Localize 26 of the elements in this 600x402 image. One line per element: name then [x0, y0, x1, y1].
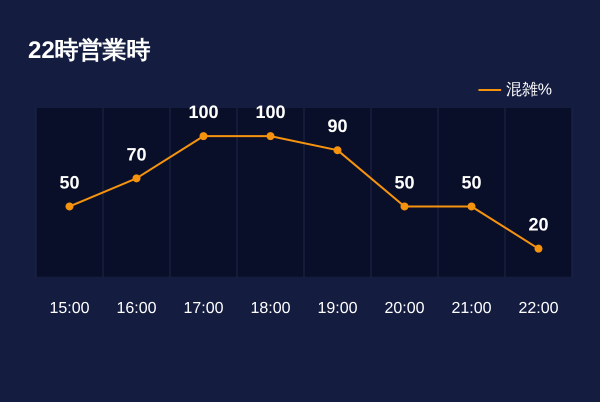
x-tick-label: 16:00	[116, 300, 157, 317]
x-tick-label: 21:00	[451, 300, 492, 317]
point	[334, 146, 342, 154]
point	[266, 132, 274, 140]
point	[66, 202, 74, 210]
point	[132, 174, 140, 182]
data-label: 20	[528, 214, 549, 235]
chart-title: 22時営業時	[28, 36, 151, 66]
x-tick-label: 19:00	[317, 300, 358, 317]
data-label: 50	[394, 172, 415, 192]
data-label: 100	[188, 102, 219, 122]
legend-label: 混雑%	[506, 81, 552, 98]
point	[534, 244, 542, 253]
point	[400, 202, 408, 210]
data-label: 100	[255, 102, 286, 122]
x-tick-label: 22:00	[518, 300, 559, 317]
x-tick-label: 17:00	[183, 300, 224, 317]
data-label: 90	[327, 116, 348, 136]
x-tick-label: 20:00	[384, 300, 425, 317]
x-tick-label: 15:00	[49, 300, 90, 317]
data-label: 70	[126, 144, 147, 164]
point	[200, 132, 208, 140]
x-tick-label: 18:00	[250, 300, 291, 317]
point	[468, 202, 476, 210]
data-label: 50	[461, 172, 482, 192]
data-label: 50	[59, 172, 80, 192]
